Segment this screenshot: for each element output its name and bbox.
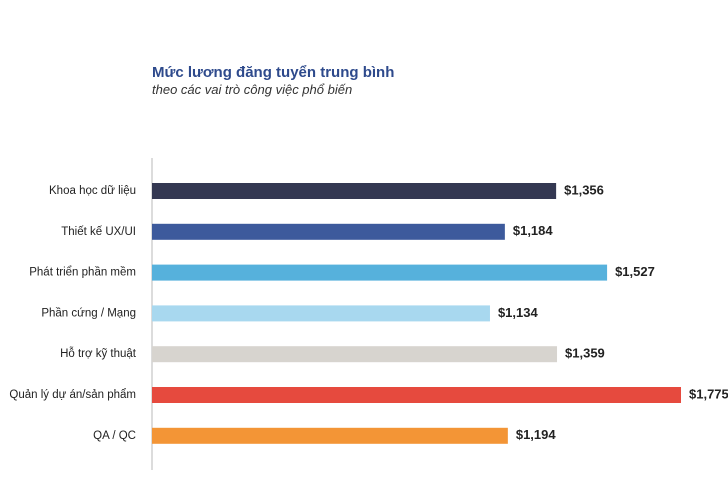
value-label: $1,527: [615, 264, 655, 279]
bar: [152, 427, 508, 444]
value-label: $1,184: [513, 223, 554, 238]
category-label: Hỗ trợ kỹ thuật: [60, 347, 137, 360]
value-label: $1,359: [565, 346, 605, 361]
bar: [152, 264, 608, 281]
category-label: Thiết kế UX/UI: [61, 226, 136, 238]
value-label: $1,356: [564, 182, 604, 197]
chart-title: Mức lương đăng tuyển trung bình: [152, 64, 395, 81]
category-label: Phát triển phần mềm: [29, 267, 136, 279]
value-label: $1,134: [498, 305, 539, 320]
value-label: $1,194: [516, 427, 557, 442]
category-label: Phần cứng / Mạng: [41, 307, 136, 319]
category-label: Quản lý dự án/sản phẩm: [9, 389, 136, 401]
bar: [152, 183, 557, 199]
chart-subtitle: theo các vai trò công việc phổ biến: [152, 82, 353, 97]
bar: [152, 223, 505, 240]
bar: [152, 305, 490, 322]
value-label: $1,775: [689, 386, 728, 401]
bar: [152, 387, 681, 403]
bar: [152, 346, 558, 363]
category-label: QA / QC: [93, 430, 136, 442]
category-label: Khoa học dữ liệu: [49, 185, 136, 197]
